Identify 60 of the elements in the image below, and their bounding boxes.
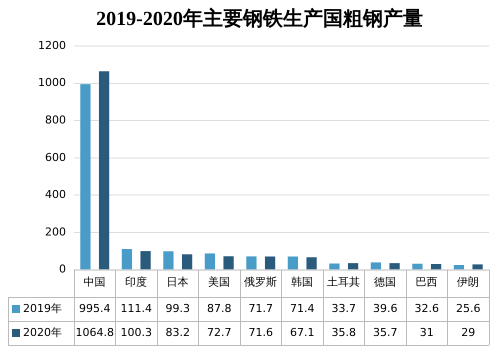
x-tick-label: 伊朗 (457, 275, 480, 288)
y-tick-label: 1200 (38, 38, 66, 52)
x-tick-label: 韩国 (291, 275, 314, 288)
data-label: 72.7 (206, 326, 232, 339)
x-tick-label: 土耳其 (327, 275, 360, 288)
x-tick-label: 中国 (84, 275, 106, 288)
data-label: 995.4 (78, 302, 110, 315)
bar (204, 253, 216, 270)
y-tick-label: 1000 (38, 76, 66, 90)
data-label: 29 (461, 326, 476, 339)
x-tick-label: 印度 (125, 275, 148, 288)
bar (98, 71, 110, 270)
bar (288, 256, 298, 270)
data-label: 100.3 (120, 326, 152, 339)
y-tick-label: 800 (44, 113, 66, 126)
bar (80, 84, 91, 270)
bar (140, 251, 151, 270)
bar (122, 249, 132, 270)
bar (223, 256, 234, 270)
data-label: 35.7 (373, 326, 398, 339)
bar (264, 256, 276, 270)
data-label: 71.6 (248, 326, 273, 339)
data-label: 67.1 (290, 326, 314, 339)
chart-title: 2019-2020年主要钢铁生产国粗钢产量 (96, 7, 423, 30)
bar (163, 251, 174, 270)
y-tick-label: 600 (44, 150, 66, 164)
x-tick-label: 德国 (374, 275, 396, 288)
x-tick-label: 俄罗斯 (244, 275, 278, 288)
data-label: 25.6 (456, 302, 480, 315)
data-label: 87.8 (206, 302, 232, 315)
data-label: 111.4 (120, 302, 152, 315)
x-tick-label: 美国 (208, 275, 230, 288)
bar (412, 264, 423, 270)
bar (182, 254, 192, 270)
data-label: 31 (420, 326, 434, 339)
data-label: 99.3 (165, 302, 190, 315)
x-tick-label: 巴西 (416, 275, 438, 288)
data-label: 32.6 (414, 302, 439, 315)
bar (348, 263, 358, 270)
y-tick-label: 0 (58, 262, 66, 276)
data-label: 39.6 (373, 302, 398, 315)
y-tick-label: 200 (44, 225, 66, 238)
bar (472, 264, 483, 270)
data-label: 71.7 (248, 302, 273, 315)
x-tick-label: 日本 (166, 275, 189, 288)
bar (430, 264, 442, 270)
data-label: 83.2 (165, 326, 190, 339)
legend-label: 2019年 (23, 302, 62, 315)
data-label: 1064.8 (75, 326, 114, 339)
bar (389, 263, 400, 270)
bar (370, 262, 382, 270)
bar (306, 257, 317, 270)
data-label: 35.8 (332, 326, 356, 339)
bar (329, 264, 340, 270)
data-label: 33.7 (332, 302, 356, 315)
bar (454, 265, 464, 270)
bar (246, 256, 257, 270)
data-label: 71.4 (290, 302, 314, 315)
y-tick-label: 400 (44, 188, 66, 202)
legend-label: 2020年 (23, 326, 62, 339)
